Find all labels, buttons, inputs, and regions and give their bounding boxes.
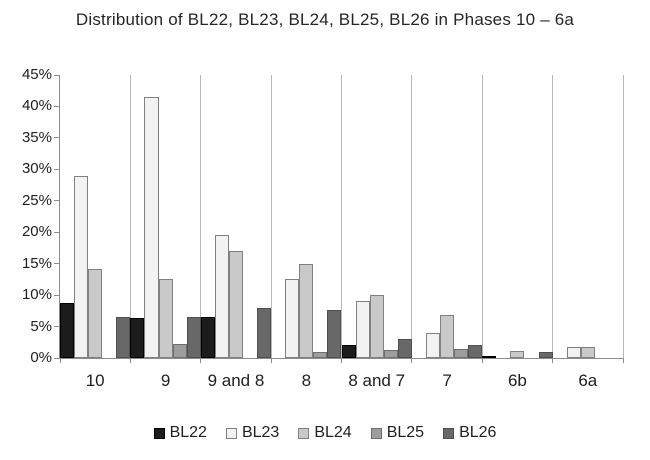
y-tick-label: 30% [21,160,52,178]
y-axis-tick [54,294,59,296]
bar-bl23-7 [425,332,440,358]
y-axis-tick [54,263,59,265]
bar-bl26-9-and-8 [257,307,272,358]
bar-bl24-8-and-7 [369,295,384,358]
bar-bl24-9 [158,279,173,358]
x-axis-tick [341,358,342,363]
legend-item-bl24: BL24 [298,424,352,442]
bar-bl23-8-and-7 [355,301,370,358]
x-category-label: 6b [507,371,527,390]
legend-item-bl25: BL25 [370,424,425,442]
x-axis-tick [481,358,483,363]
bar-bl23-8 [285,279,300,358]
category-gridline [481,75,483,358]
x-category-label: 7 [442,371,452,390]
category-gridline [129,75,131,358]
legend-swatch-bl22 [153,427,165,439]
legend: BL22 BL23 BL24 BL25 BL26 [0,424,650,442]
bar-bl23-10 [74,175,89,358]
legend-label: BL24 [314,424,352,441]
bar-bl22-9-and-8 [200,317,215,358]
legend-label: BL22 [169,424,207,441]
legend-label: BL25 [386,424,425,441]
y-axis-tick [54,74,59,76]
legend-swatch-bl23 [225,427,237,439]
plot-area: 0% 5% 10% 15% 20% 25% 30% 35% 40% 45% 10 9 9 and 8 8 8… [22,66,624,390]
bar-bl22-10 [60,303,75,358]
legend-swatch-bl26 [443,427,455,439]
x-category-label: 9 and 8 [207,371,265,390]
y-tick-label: 0% [30,349,52,366]
y-tick-label: 15% [21,254,52,272]
bar-bl25-8 [313,352,328,358]
bar-bl22-9 [130,318,145,358]
x-axis-tick [622,358,624,363]
category-gridline [341,75,342,358]
x-axis-tick [129,358,131,363]
bar-bl25-9 [172,343,187,358]
x-axis-tick [200,358,202,363]
legend-label: BL23 [241,424,280,441]
legend-item-bl26: BL26 [443,424,496,442]
y-axis-tick [54,200,59,202]
y-axis-tick [54,168,59,170]
y-tick-label: 45% [21,66,52,83]
bar-bl22-6b [482,355,497,358]
bar-bl24-7 [440,314,455,358]
x-axis-tick [552,358,554,363]
x-category-label: 10 [85,371,105,390]
legend-item-bl22: BL22 [153,424,207,442]
legend-swatch-bl24 [298,427,310,439]
bar-bl25-8-and-7 [383,350,398,358]
x-axis-tick [270,358,272,363]
y-tick-label: 40% [21,97,52,115]
x-axis-tick [411,358,413,363]
bar-bl23-9-and-8 [214,235,229,358]
bar-bl26-8 [327,309,342,358]
bar-bl24-10 [88,268,103,358]
x-category-label: 6a [578,371,598,390]
category-gridline [270,75,272,358]
y-axis-tick [54,357,59,359]
legend-item-bl23: BL23 [225,424,280,442]
bar-bl24-6b [510,351,525,358]
y-tick-label: 10% [21,286,52,304]
category-gridline [552,75,554,358]
legend-label: BL26 [459,424,497,441]
legend-swatch-bl25 [370,427,382,439]
bar-bl23-9 [144,97,159,358]
y-axis-tick [54,326,59,328]
x-category-label: 8 [301,371,312,390]
category-gridline [411,75,413,358]
y-axis-tick [54,105,59,107]
bar-bl26-10 [116,317,131,358]
y-tick-label: 5% [30,317,52,335]
bar-bl24-6a [580,346,595,358]
bar-bl24-8 [299,263,314,358]
chart-title: Distribution of BL22, BL23, BL24, BL25, … [75,10,575,29]
bar-bl26-8-and-7 [397,339,412,358]
y-axis-tick [54,137,59,139]
y-tick-label: 35% [21,128,52,146]
bar-bl22-8-and-7 [341,345,356,358]
category-gridline [622,75,624,358]
x-category-label: 8 and 7 [348,371,406,390]
y-tick-label: 25% [21,191,52,209]
x-category-label: 9 [160,371,171,390]
bar-bl23-6a [566,346,581,358]
bar-bl26-7 [468,344,483,358]
y-tick-label: 20% [21,223,52,241]
bar-bl26-6b [538,351,553,358]
bar-bl25-7 [454,349,469,358]
x-axis-tick [59,358,61,363]
bar-bl24-9-and-8 [228,251,243,358]
bar-bl26-9 [186,316,201,358]
category-gridline [200,75,202,358]
y-axis-tick [54,231,59,233]
